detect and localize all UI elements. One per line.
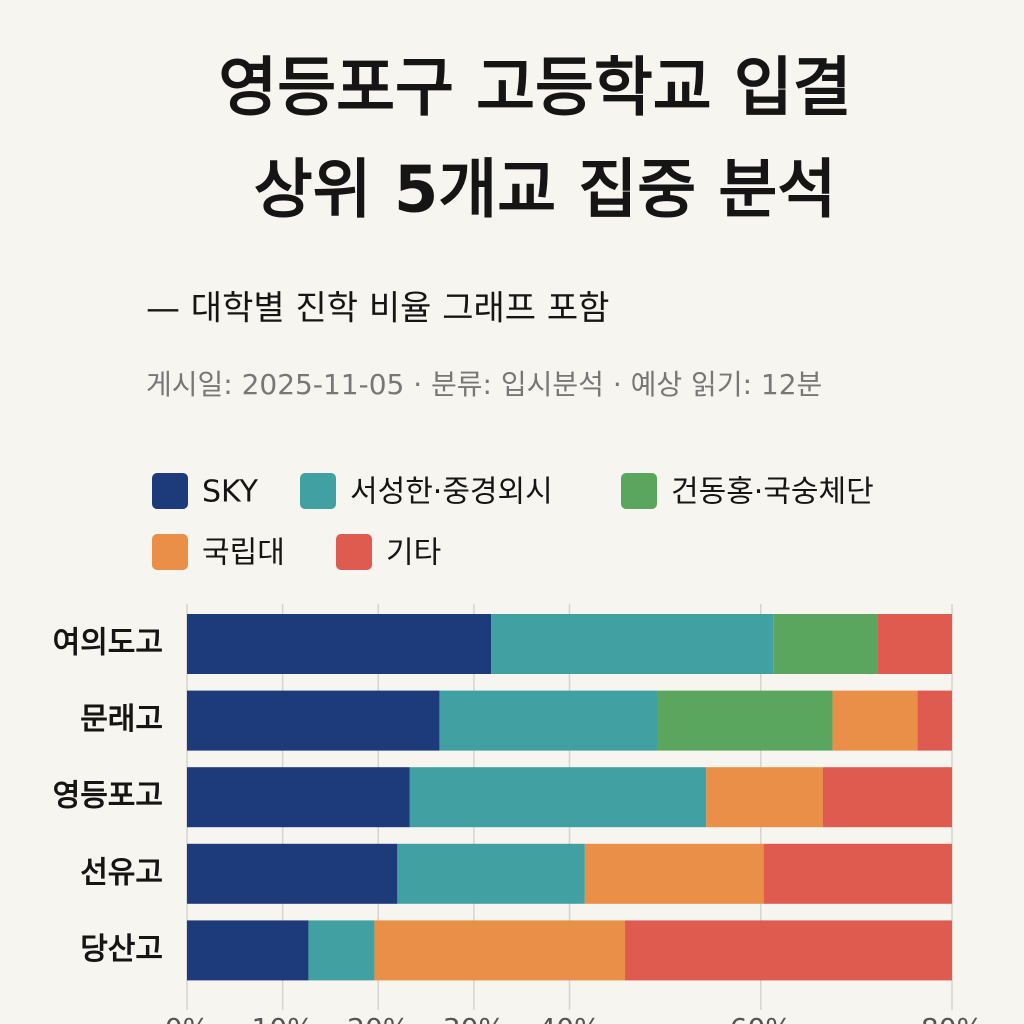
chart-title: 영등포구 고등학교 입결 bbox=[218, 52, 851, 126]
bar-segment bbox=[187, 843, 398, 904]
legend-swatch bbox=[152, 473, 188, 509]
legend-label: 기타 bbox=[386, 536, 441, 571]
bar-segment bbox=[187, 614, 492, 674]
legend-swatch bbox=[336, 534, 372, 570]
bar-segment bbox=[187, 690, 440, 751]
bar-segment bbox=[187, 920, 309, 981]
bar-segment bbox=[308, 920, 375, 981]
x-tick-label: 40% bbox=[538, 1012, 600, 1024]
subtitle: — 대학별 진학 비율 그래프 포함 bbox=[146, 289, 609, 329]
bar-segment bbox=[624, 920, 952, 981]
y-tick-label: 여의도고 bbox=[53, 626, 163, 661]
bar-segment bbox=[706, 767, 823, 828]
y-tick-label: 당산고 bbox=[80, 932, 163, 967]
bar-segment bbox=[397, 843, 585, 904]
bar-segment bbox=[409, 767, 707, 828]
y-tick-label: 문래고 bbox=[80, 702, 163, 737]
bar-segment bbox=[773, 614, 878, 674]
x-tick-label: 60% bbox=[730, 1012, 792, 1024]
bar-segment bbox=[491, 614, 774, 674]
x-tick-label: 20% bbox=[347, 1012, 409, 1024]
bar-segment bbox=[657, 690, 833, 751]
x-tick-label: 0% bbox=[165, 1012, 209, 1024]
legend-label: 국립대 bbox=[202, 536, 285, 571]
bar-segment bbox=[763, 843, 952, 904]
meta: 게시일: 2025-11-05 · 분류: 입시분석 · 예상 읽기: 12분 bbox=[146, 368, 822, 401]
legend-label: 서성한·중경외시 bbox=[350, 475, 553, 510]
x-tick-label: 10% bbox=[252, 1012, 314, 1024]
bar-segment bbox=[877, 614, 952, 674]
bar-segment bbox=[439, 690, 658, 751]
y-tick-label: 선유고 bbox=[80, 855, 163, 890]
legend-label: 건동홍·국숭체단 bbox=[671, 475, 874, 510]
bar-segment bbox=[832, 690, 918, 751]
x-tick-label: 80% bbox=[921, 1012, 983, 1024]
legend-label: SKY bbox=[202, 475, 259, 510]
bar-segment bbox=[822, 767, 952, 828]
legend-swatch bbox=[621, 473, 657, 509]
legend-swatch bbox=[300, 473, 336, 509]
chart-title: 상위 5개교 집중 분석 bbox=[254, 154, 836, 228]
bar-segment bbox=[917, 690, 952, 751]
bar-segment bbox=[374, 920, 625, 981]
bar-segment bbox=[187, 767, 410, 828]
legend-swatch bbox=[152, 534, 188, 570]
x-tick-label: 30% bbox=[443, 1012, 505, 1024]
bar-segment bbox=[584, 843, 764, 904]
y-tick-label: 영등포고 bbox=[53, 779, 163, 814]
